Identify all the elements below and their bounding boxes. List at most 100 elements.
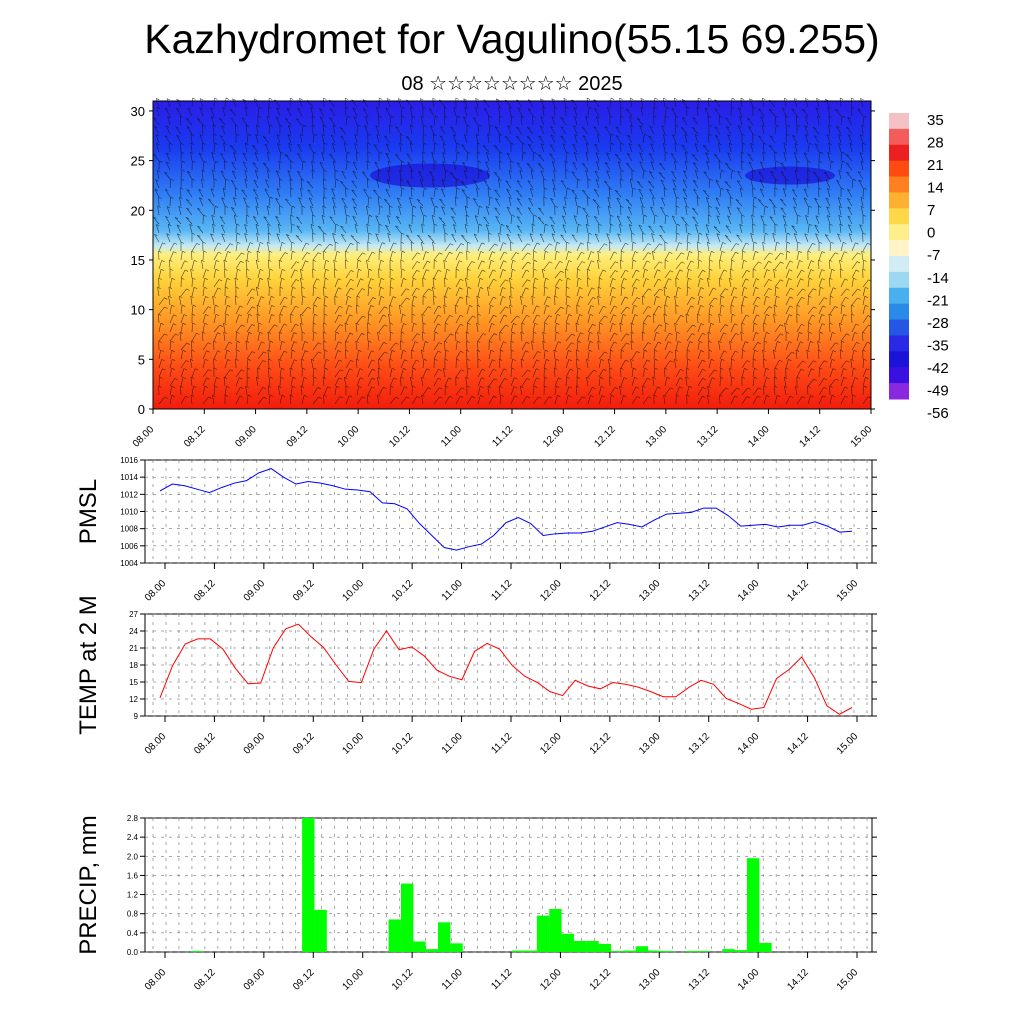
wind-barb-flag	[466, 358, 470, 361]
wind-barb-flag	[746, 396, 751, 399]
wind-barb	[817, 341, 820, 351]
wind-barb	[477, 142, 479, 153]
wind-barb-flag	[494, 243, 498, 246]
wind-barb-flag	[503, 251, 508, 254]
wind-barb-flag	[480, 386, 484, 389]
wind-barb-flag	[819, 367, 823, 370]
wind-barb	[818, 260, 820, 270]
wind-barb	[166, 206, 171, 216]
wind-barb	[455, 278, 461, 288]
wind-barb-flag	[630, 178, 634, 181]
wind-barb	[860, 98, 864, 108]
wind-barb	[510, 215, 512, 225]
wind-barb	[543, 251, 546, 261]
wind-barb-flag	[636, 297, 641, 300]
wind-barb-flag	[319, 108, 323, 111]
wind-barb-flag	[832, 350, 837, 353]
wind-barb	[653, 359, 656, 369]
wind-barb-flag	[597, 259, 601, 262]
wind-barb-flag	[596, 161, 600, 164]
wind-barb-flag	[284, 154, 289, 157]
wind-barb-flag	[372, 297, 377, 300]
wind-barb	[597, 287, 600, 297]
wind-barb-flag	[156, 107, 160, 110]
wind-barb	[807, 368, 812, 378]
y-axis-label: PMSL	[75, 479, 102, 544]
wind-barb	[430, 197, 435, 207]
wind-barb-flag	[855, 269, 860, 272]
wind-barb-flag	[429, 170, 433, 173]
wind-barb	[180, 269, 186, 279]
wind-barb	[554, 251, 557, 261]
wind-barb	[609, 305, 615, 315]
wind-barb-flag	[673, 188, 677, 191]
wind-barb-flag	[500, 394, 504, 397]
wind-barb	[521, 269, 527, 279]
wind-barb-flag	[796, 304, 801, 307]
wind-barb	[420, 116, 424, 126]
x-tick-label: 14.00	[736, 578, 762, 604]
wind-barb	[763, 306, 770, 315]
wind-barb	[686, 386, 690, 396]
wind-barb	[675, 341, 679, 351]
wind-barb-flag	[169, 268, 174, 271]
wind-barb-flag	[573, 215, 578, 218]
wind-barb	[715, 206, 721, 216]
wind-barb-flag	[613, 341, 618, 344]
wind-barb-flag	[212, 169, 216, 172]
wind-barb	[576, 396, 583, 405]
wind-barb	[741, 341, 746, 351]
wind-barb	[520, 296, 523, 306]
wind-barb	[299, 269, 303, 279]
wind-barb-flag	[763, 223, 768, 226]
wind-barb-flag	[838, 170, 842, 173]
wind-barb-flag	[681, 144, 685, 147]
wind-barb-flag	[295, 323, 299, 326]
wind-barb	[576, 251, 582, 261]
wind-barb-flag	[192, 97, 196, 100]
x-tick-label: 10.00	[341, 967, 367, 993]
wind-barb	[422, 306, 429, 315]
colorbar-label: 21	[927, 157, 944, 174]
wind-barb	[422, 269, 427, 279]
wind-barb	[367, 368, 373, 378]
wind-barb	[664, 251, 670, 261]
y-tick-label: 15	[129, 678, 138, 687]
wind-barb-flag	[552, 179, 556, 182]
wind-barb-flag	[341, 234, 345, 237]
wind-barb	[851, 297, 858, 306]
wind-barb-flag	[654, 214, 658, 217]
wind-barb-flag	[483, 108, 488, 111]
wind-barb-flag	[398, 206, 402, 209]
wind-barb-flag	[335, 241, 339, 244]
y-tick-label: 1010	[120, 508, 138, 517]
wind-barb	[640, 98, 644, 108]
wind-barb	[257, 396, 264, 405]
wind-barb	[774, 359, 780, 369]
precip-bar	[450, 943, 463, 952]
wind-barb	[650, 206, 655, 216]
wind-barb	[400, 278, 404, 288]
wind-barb	[520, 359, 523, 369]
wind-barb	[554, 386, 557, 396]
wind-barb	[576, 349, 578, 360]
wind-barb	[521, 243, 528, 252]
wind-barb	[850, 305, 853, 315]
wind-barb	[532, 305, 537, 315]
wind-barb	[620, 314, 624, 324]
wind-barb	[197, 225, 204, 234]
wind-barb-flag	[281, 394, 285, 397]
wind-barb	[791, 189, 798, 198]
wind-barb-flag	[317, 296, 321, 299]
wind-barb-flag	[752, 187, 756, 190]
wind-barb	[201, 170, 204, 180]
wind-barb	[630, 323, 633, 333]
wind-barb	[323, 179, 325, 189]
wind-barb	[477, 170, 480, 180]
wind-barb-flag	[493, 395, 497, 398]
wind-barb-flag	[808, 331, 812, 334]
wind-barb	[827, 107, 831, 117]
wind-barb-flag	[813, 360, 817, 363]
wind-barb	[455, 351, 461, 360]
wind-barb-flag	[459, 260, 463, 263]
